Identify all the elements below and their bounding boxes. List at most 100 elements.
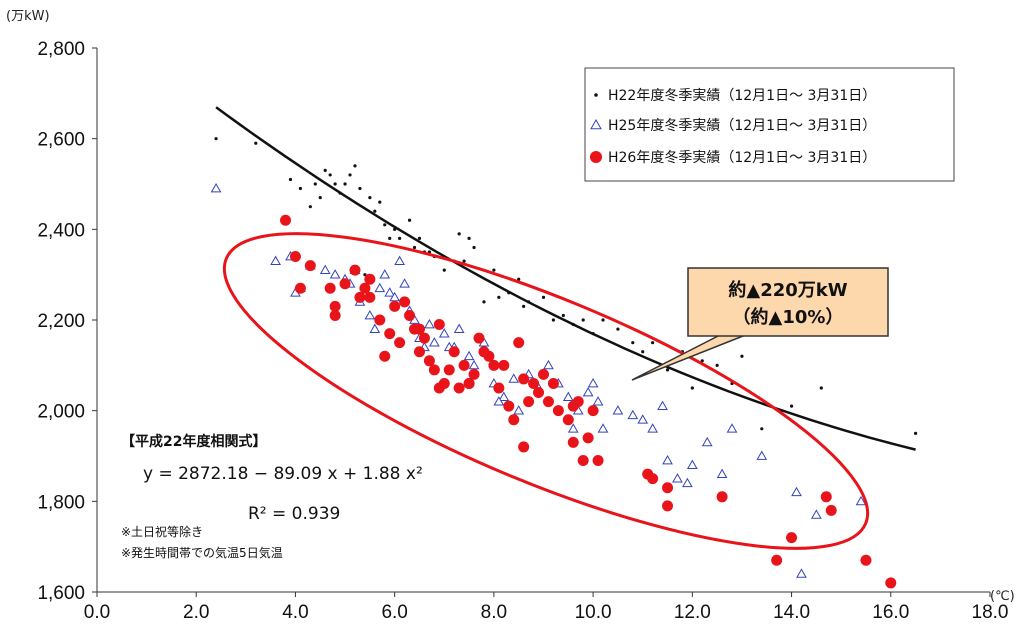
trendline [215,106,916,451]
data-point [855,495,867,506]
data-point [637,414,649,424]
data-point [518,373,530,385]
data-point [567,400,579,412]
data-point [672,473,683,483]
data-point [433,319,445,331]
data-point [214,137,218,141]
data-point [740,354,744,358]
y-ticks: 1,600 1,800 2,000 2,200 2,400 2,600 2,800 [37,39,97,604]
data-point [343,182,347,186]
data-point [592,455,604,467]
data-point [726,423,738,433]
data-point [690,386,694,390]
data-point [270,255,281,265]
data-point [508,373,520,383]
y-tick-label: 1,800 [37,492,85,513]
x-tick-label: 8.0 [481,602,507,623]
y-tick-label: 2,400 [37,220,85,241]
data-point [567,436,579,448]
data-point [662,455,673,465]
data-point [820,491,832,503]
data-point [413,346,425,358]
data-point [518,441,530,453]
data-point [760,427,764,431]
data-point [771,554,783,566]
data-point [493,382,505,394]
data-point [323,168,327,172]
data-point [552,405,564,417]
data-point [453,323,465,333]
data-point [562,391,574,401]
data-point [488,359,500,371]
data-point [333,182,337,186]
data-point [503,400,515,412]
data-point [364,273,376,285]
data-point [582,432,594,444]
data-point [388,236,392,240]
y-tick-label: 2,800 [37,39,85,60]
r-squared-text: R² = 0.939 [248,504,340,524]
x-unit-label: (℃) [990,589,1015,604]
data-point [482,300,486,304]
x-tick-label: 18.0 [972,602,1009,623]
equation-text: y = 2872.18 − 89.09 x + 1.88 x² [143,464,423,484]
data-point [791,486,802,497]
data-point [825,504,837,516]
data-point [438,328,450,338]
data-point [448,346,460,358]
legend-label-h25: H25年度冬季実績（12月1日～ 3月31日） [608,118,876,134]
data-point [329,269,341,279]
data-point [561,313,565,318]
data-point [308,205,312,209]
data-point [383,223,387,227]
data-point [349,264,361,276]
data-point [700,359,704,363]
data-point [662,482,674,494]
data-point [428,364,440,376]
data-point [662,500,674,512]
data-point [913,431,918,435]
data-point [786,532,798,544]
data-point [567,423,579,433]
x-tick-label: 16.0 [872,602,909,623]
data-point [354,291,366,303]
series-triangle [210,183,867,578]
callout-line2: （約▲10%） [733,306,844,328]
data-point [686,459,698,469]
data-point [442,268,446,272]
data-point [513,405,525,415]
data-point [254,141,258,145]
data-point [399,278,410,288]
data-point [379,269,391,279]
legend-label-h22: H22年度冬季実績（12月1日～ 3月31日） [608,88,876,104]
data-point [374,314,386,326]
data-point [462,259,466,263]
data-point [453,382,465,394]
data-point [523,396,535,408]
data-point [587,377,599,388]
data-point [289,251,301,263]
data-point [364,309,376,320]
y-tick-label: 2,200 [37,311,85,332]
legend-marker-circle [589,150,603,164]
x-tick-label: 10.0 [575,602,612,623]
data-point [587,405,599,417]
data-point [339,278,351,290]
y-tick-label: 2,600 [37,130,85,151]
data-point [418,332,430,344]
data-point [389,291,401,302]
series-layer [210,137,918,589]
data-point [433,382,445,394]
data-point [483,350,495,362]
data-point [319,264,331,275]
data-point [318,196,322,200]
data-point [885,577,897,589]
data-point [541,295,546,299]
data-point [538,368,549,380]
data-point [417,236,422,240]
data-point [627,409,639,420]
data-point [369,323,381,333]
data-point [716,468,728,479]
data-point [374,282,386,293]
data-point [542,396,554,408]
